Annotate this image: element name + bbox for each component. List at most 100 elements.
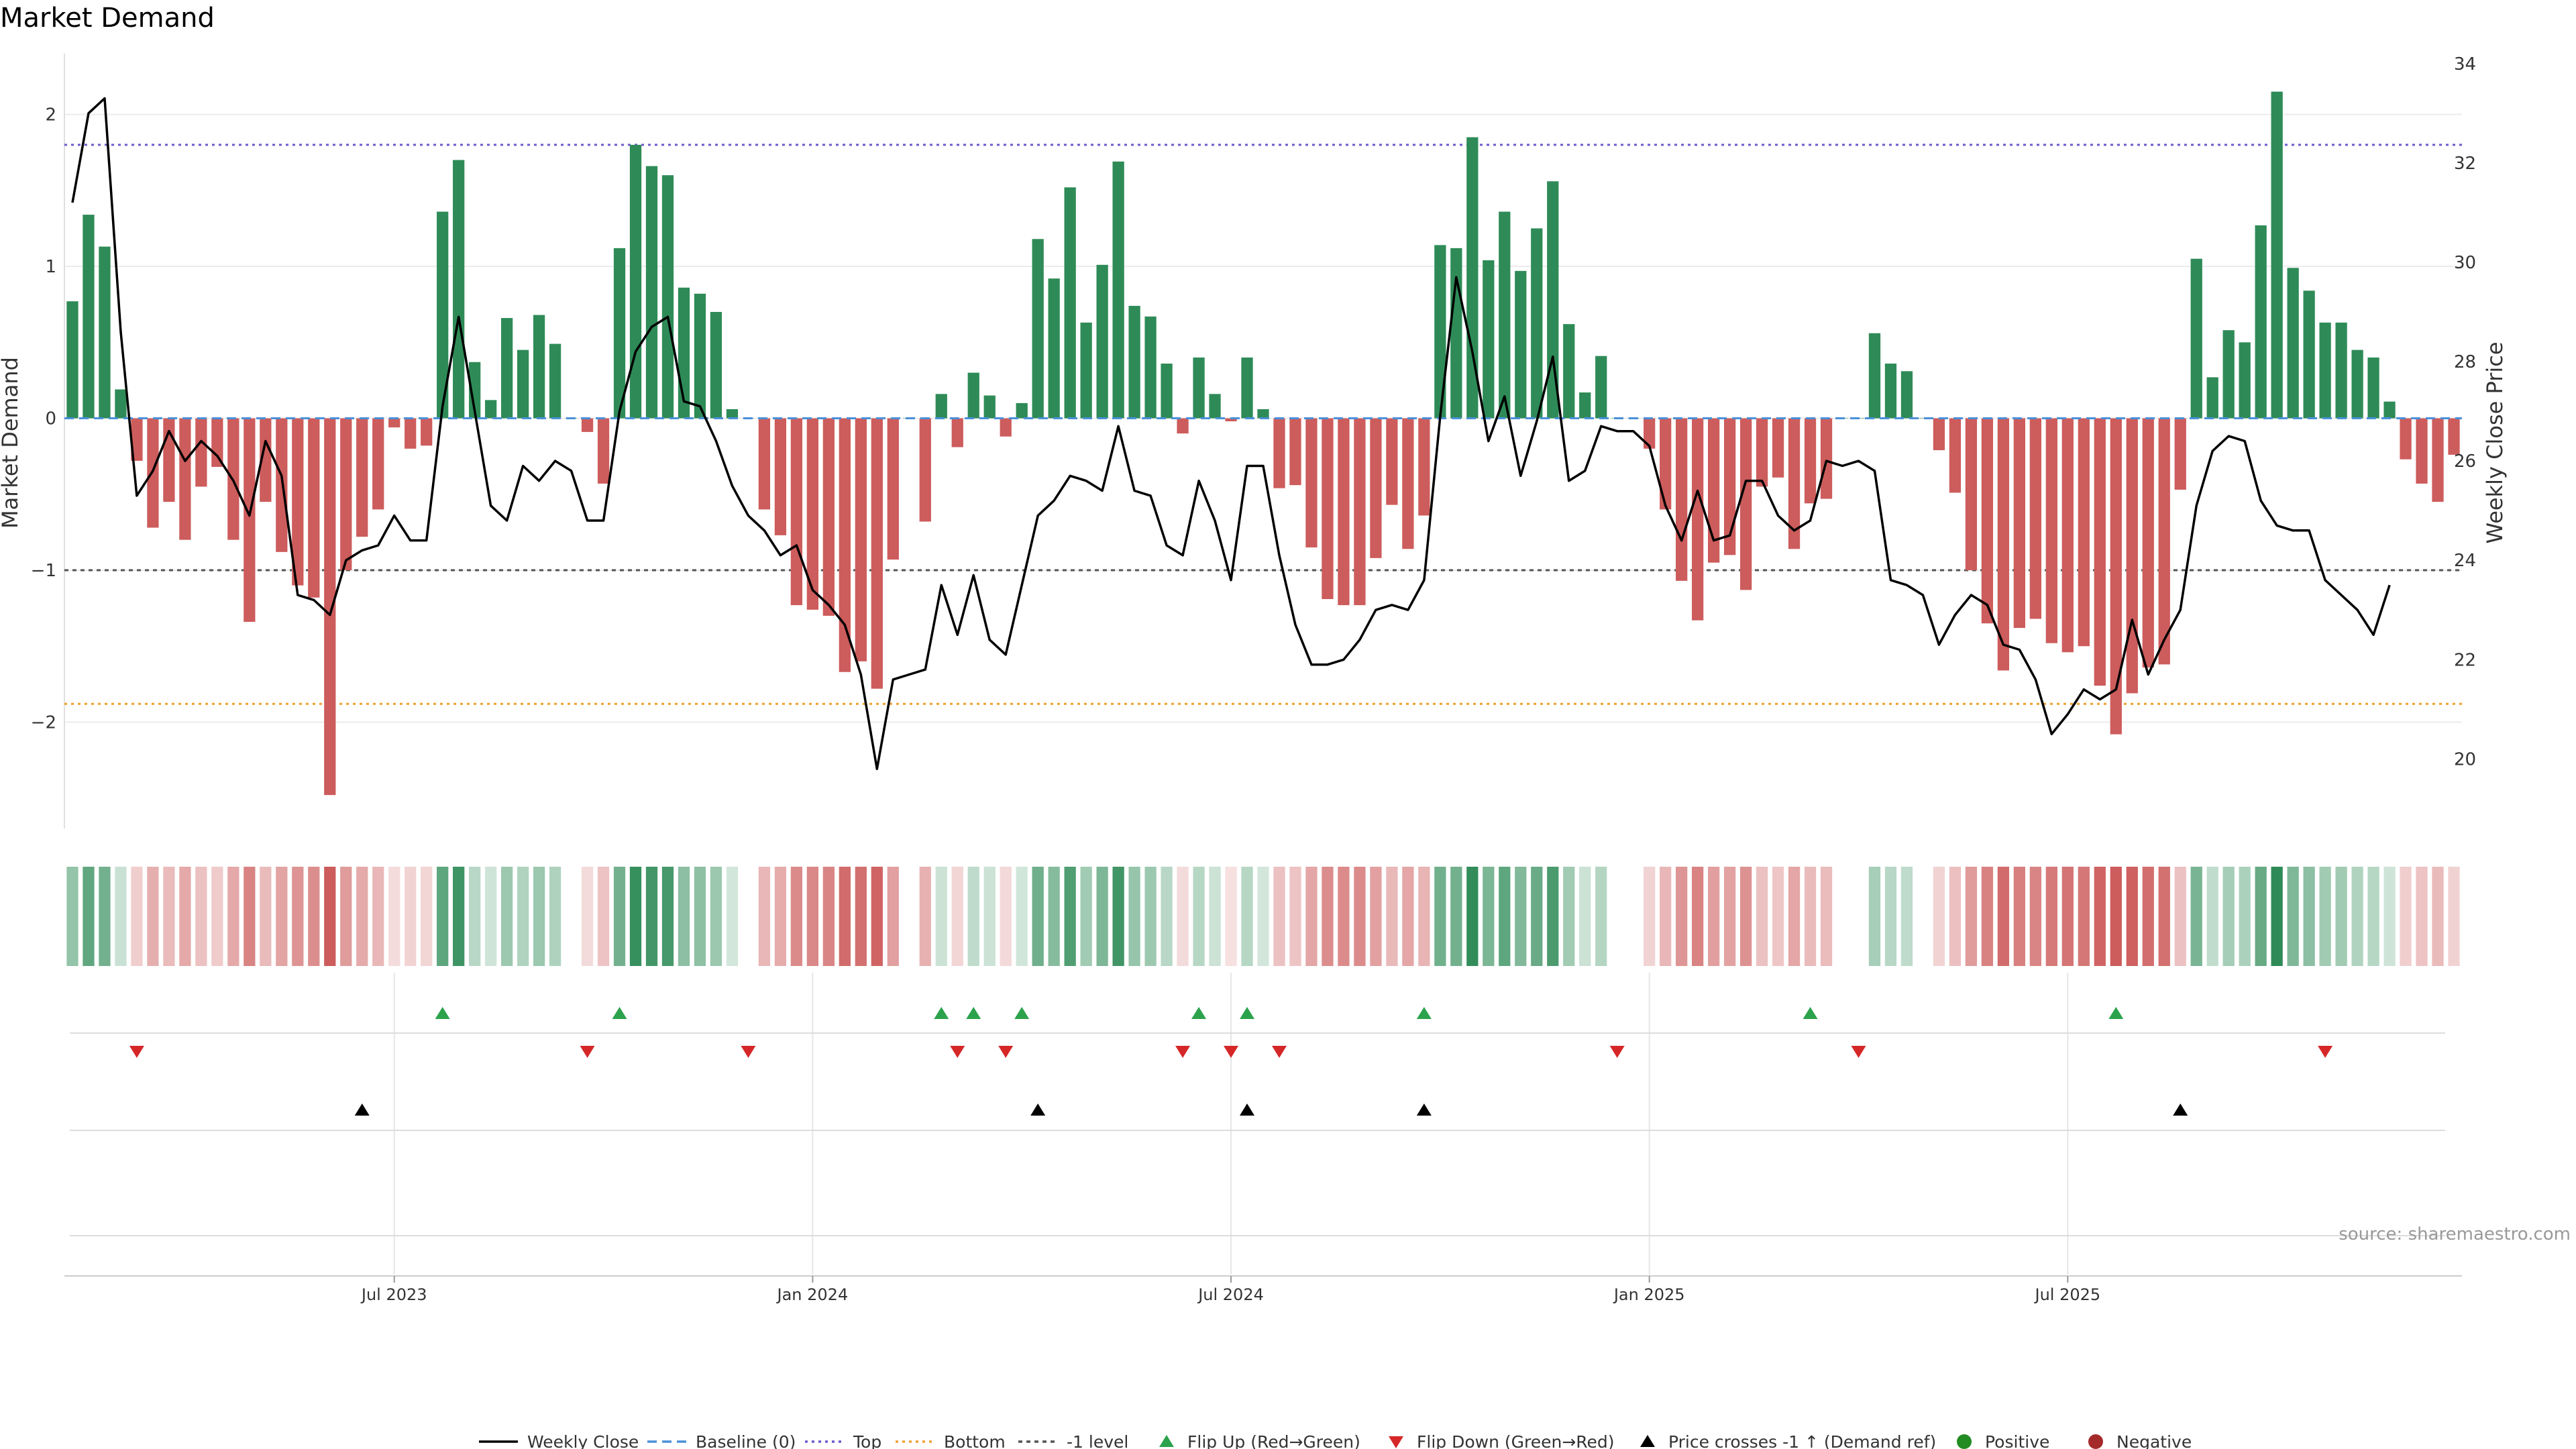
- flip-down-marker: [1224, 1046, 1239, 1058]
- legend-swatch: [1957, 1434, 1972, 1449]
- demand-heat-cell: [1305, 867, 1318, 966]
- demand-heat-cell: [405, 867, 417, 966]
- demand-bar: [1032, 239, 1044, 419]
- demand-heat-cell: [1997, 867, 2010, 966]
- demand-heat-cell: [1032, 867, 1044, 966]
- demand-bar: [2190, 258, 2202, 419]
- demand-bar: [1048, 278, 1060, 419]
- demand-bar: [1660, 418, 1672, 510]
- demand-bar: [2013, 418, 2026, 629]
- demand-bar: [1563, 324, 1575, 419]
- demand-bar: [1128, 305, 1140, 419]
- demand-heat-cell: [1820, 867, 1833, 966]
- demand-bar: [2222, 330, 2235, 419]
- demand-heat-cell: [388, 867, 400, 966]
- demand-heat-cell: [2319, 867, 2331, 966]
- demand-bar: [1965, 418, 1978, 570]
- demand-bar: [1000, 418, 1012, 437]
- demand-bar: [1949, 418, 1962, 493]
- demand-bar: [1241, 357, 1253, 419]
- right-tick-label: 26: [2454, 451, 2476, 472]
- flip-down-marker: [1175, 1046, 1191, 1058]
- legend-item: -1 level: [1018, 1432, 1128, 1449]
- source-note: source: sharemaestro.com: [2339, 1224, 2571, 1244]
- demand-heat-cell: [2126, 867, 2138, 966]
- demand-heat-cell: [2158, 867, 2170, 966]
- flip-down-marker: [1271, 1046, 1287, 1058]
- demand-bar: [517, 350, 529, 419]
- demand-heat-cell: [871, 867, 883, 966]
- demand-bar: [790, 418, 803, 606]
- right-tick-label: 22: [2454, 650, 2476, 670]
- demand-heat-cell: [2367, 867, 2379, 966]
- demand-bar: [1418, 418, 1430, 516]
- demand-bar: [453, 160, 465, 419]
- legend-item: Baseline (0): [647, 1432, 796, 1449]
- demand-heat-cell: [1112, 867, 1124, 966]
- demand-bar: [2239, 342, 2251, 419]
- demand-heat-cell: [1450, 867, 1462, 966]
- demand-heat-cell: [1402, 867, 1414, 966]
- demand-bar: [871, 418, 883, 689]
- legend-label: Price crosses -1 ↑ (Demand ref): [1668, 1432, 1936, 1449]
- demand-bar: [645, 166, 658, 419]
- demand-heat-cell: [678, 867, 690, 966]
- flip-up-marker: [1416, 1007, 1432, 1019]
- demand-heat-cell: [308, 867, 320, 966]
- legend-label: Flip Down (Green→Red): [1417, 1432, 1615, 1449]
- flip-up-marker: [1014, 1007, 1030, 1019]
- date-tick-label: Jan 2025: [1613, 1285, 1685, 1304]
- demand-bar: [2255, 225, 2267, 419]
- demand-bar: [1820, 418, 1833, 499]
- demand-bar: [2126, 418, 2138, 694]
- demand-heat-cell: [2142, 867, 2154, 966]
- demand-bar: [260, 418, 272, 502]
- demand-heat-cell: [1788, 867, 1801, 966]
- demand-bar: [308, 418, 320, 598]
- demand-bar: [1338, 418, 1350, 606]
- demand-heat-cell: [485, 867, 497, 966]
- flip-up-marker: [1803, 1007, 1818, 1019]
- demand-bar: [195, 418, 207, 487]
- legend-swatch: [1389, 1436, 1403, 1448]
- left-tick-label: 1: [45, 257, 56, 277]
- demand-bar: [967, 372, 979, 419]
- flip-up-marker: [612, 1007, 627, 1019]
- demand-bar: [2367, 357, 2379, 419]
- demand-heat-cell: [935, 867, 947, 966]
- demand-bar: [1370, 418, 1382, 558]
- demand-heat-cell: [2287, 867, 2299, 966]
- demand-heat-cell: [500, 867, 513, 966]
- legend-item: Bottom: [896, 1432, 1006, 1449]
- demand-heat-cell: [919, 867, 931, 966]
- demand-heat-cell: [790, 867, 803, 966]
- demand-bar: [887, 418, 899, 560]
- demand-bar: [1483, 260, 1495, 419]
- legend-label: Negative: [2116, 1432, 2192, 1449]
- legend-item: Flip Down (Green→Red): [1389, 1432, 1615, 1449]
- demand-heat-cell: [1692, 867, 1704, 966]
- legend-label: -1 level: [1067, 1432, 1128, 1449]
- demand-heat-cell: [2432, 867, 2444, 966]
- demand-bar: [1707, 418, 1720, 563]
- flip-down-marker: [2318, 1046, 2333, 1058]
- demand-heat-cell: [453, 867, 465, 966]
- weekly-close-line: [71, 97, 2391, 770]
- demand-bar: [581, 418, 594, 432]
- demand-heat-cell: [1531, 867, 1543, 966]
- demand-bar: [2045, 418, 2057, 643]
- demand-bar: [388, 418, 400, 428]
- right-tick-label: 32: [2454, 154, 2476, 174]
- flip-up-marker: [2108, 1007, 2124, 1019]
- demand-bar: [485, 400, 497, 419]
- flip-down-marker: [1609, 1046, 1625, 1058]
- demand-heat-cell: [83, 867, 95, 966]
- legend-label: Bottom: [944, 1432, 1006, 1449]
- demand-heat-cell: [1080, 867, 1092, 966]
- demand-heat-cell: [806, 867, 819, 966]
- demand-bar: [1531, 228, 1543, 419]
- demand-heat-cell: [983, 867, 996, 966]
- demand-bar: [1257, 409, 1269, 419]
- demand-heat-cell: [2383, 867, 2396, 966]
- demand-bar: [2158, 418, 2170, 665]
